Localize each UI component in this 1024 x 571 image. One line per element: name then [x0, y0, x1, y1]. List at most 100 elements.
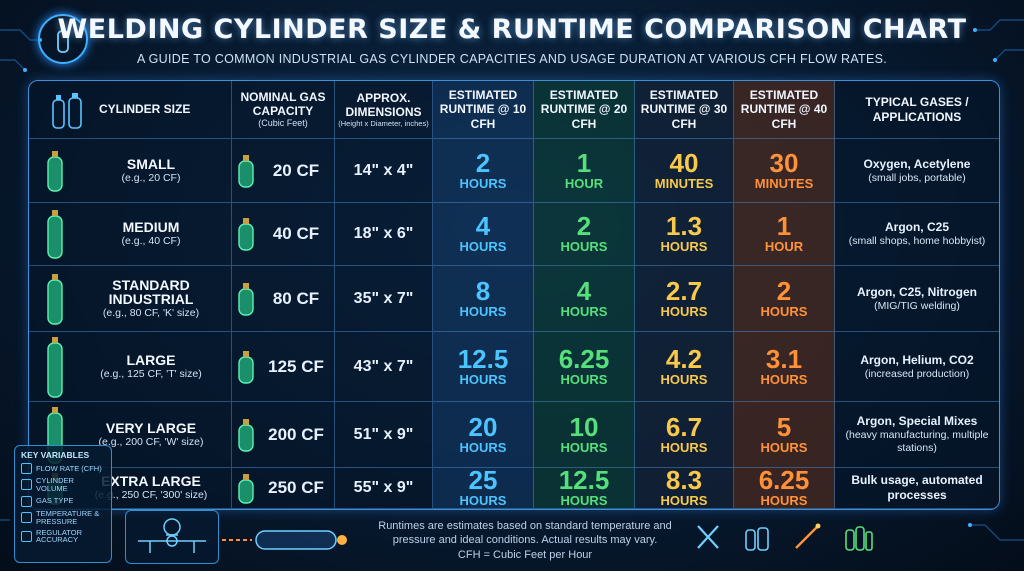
runtime-40-cell: 1 HOUR [734, 203, 835, 266]
applications-cell: Argon, Special Mixes (heavy manufacturing… [835, 402, 999, 468]
runtime-30-unit: HOURS [660, 239, 708, 255]
cylinder-size-name: LARGE [126, 351, 176, 368]
runtime-10-value: 8 [475, 275, 491, 306]
runtime-30-value: 40 [669, 147, 699, 178]
cylinder-icon [47, 210, 63, 259]
header-capacity: NOMINAL GAS CAPACITY (Cubic Feet) [232, 81, 335, 139]
table-row: EXTRA LARGE (e.g., 250 CF, '300' size) 250… [29, 465, 999, 509]
dimensions-value: 55" x 9" [353, 479, 414, 496]
capacity-cell: 40 CF [232, 203, 335, 266]
key-item: FLOW RATE (CFH) [21, 463, 105, 474]
applications-cell: Argon, C25, Nitrogen (MIG/TIG welding) [835, 266, 999, 332]
runtime-20-cell: 2 HOURS [534, 203, 635, 266]
runtime-40-value: 2 [776, 275, 792, 306]
runtime-10-cell: 2 HOURS [433, 139, 534, 203]
flow-rate-icon [21, 463, 32, 474]
runtime-20-cell: 12.5 HOURS [534, 465, 635, 509]
page-subtitle: A GUIDE TO COMMON INDUSTRIAL GAS CYLINDE… [136, 52, 888, 66]
dimensions-value: 51" x 9" [353, 425, 414, 443]
runtime-40-unit: HOURS [760, 303, 808, 319]
tools-icon [697, 525, 719, 549]
page-title: WELDING CYLINDER SIZE & RUNTIME COMPARIS… [57, 14, 967, 45]
cylinder-illustration [33, 149, 77, 193]
runtime-10-unit: HOURS [459, 239, 507, 255]
runtime-40-value: 3.1 [765, 343, 803, 374]
runtime-30-unit: MINUTES [654, 175, 714, 191]
cylinder-icon [238, 473, 254, 504]
header-dimensions-label: APPROX. DIMENSIONS [345, 90, 422, 119]
dimensions-value: 35" x 7" [353, 289, 414, 307]
dimensions-value: 43" x 7" [353, 357, 414, 375]
dimensions-value: 18" x 6" [353, 225, 414, 242]
use-text: (MIG/TIG welding) [874, 299, 960, 312]
cylinder-size-name: SMALL [126, 155, 176, 172]
footnote: Runtimes are estimates based on standard… [360, 519, 690, 562]
runtime-20-cell: 6.25 HOURS [534, 332, 635, 402]
runtime-30-value: 4.2 [665, 343, 703, 374]
key-item: TEMPERATURE & PRESSURE [21, 509, 105, 526]
header-cylinder-size: CYLINDER SIZE [29, 81, 232, 139]
header-cylinder-size-label: CYLINDER SIZE [99, 102, 191, 117]
runtime-30-value: 8.3 [665, 465, 703, 496]
header-dimensions: APPROX. DIMENSIONS (Height x Diameter, i… [335, 81, 433, 139]
key-item: REGULATOR ACCURACY [21, 528, 105, 545]
cylinder-size-example: (e.g., 20 CF) [121, 171, 181, 184]
runtime-30-value: 1.3 [665, 211, 703, 242]
runtime-10-value: 4 [475, 211, 491, 242]
runtime-30-cell: 8.3 HOURS [635, 465, 734, 509]
runtime-20-value: 1 [576, 147, 592, 178]
capacity-value: 125 CF [268, 356, 324, 376]
cylinder-size-cell: VERY LARGE (e.g., 200 CF, 'W' size) [29, 402, 232, 468]
runtime-40-value: 6.25 [758, 465, 810, 496]
header-applications: TYPICAL GASES / APPLICATIONS [835, 81, 999, 139]
table-row: STANDARD INDUSTRIAL (e.g., 80 CF, 'K' siz… [29, 266, 999, 332]
gases-text: Argon, Helium, CO2 [860, 352, 974, 367]
header-dimensions-unit: (Height x Diameter, inches) [338, 119, 429, 129]
runtime-40-cell: 6.25 HOURS [734, 465, 835, 509]
runtime-10-cell: 25 HOURS [433, 467, 534, 509]
gases-text: Argon, C25 [884, 220, 949, 235]
flow-tube-icon [222, 530, 347, 550]
runtime-20-cell: 10 HOURS [534, 402, 635, 468]
runtime-30-value: 2.7 [665, 275, 703, 306]
footnote-cfh-definition: CFH = Cubic Feet per Hour [457, 548, 593, 561]
runtime-40-value: 30 [769, 147, 799, 178]
capacity-cell: 250 CF [232, 468, 335, 509]
cylinder-size-example: (e.g., 200 CF, 'W' size) [98, 435, 204, 448]
runtime-30-cell: 6.7 HOURS [635, 402, 734, 468]
runtime-10-cell: 4 HOURS [433, 203, 534, 266]
runtime-20-unit: HOURS [560, 303, 608, 319]
dimensions-cell: 35" x 7" [335, 266, 433, 332]
runtime-30-cell: 40 MINUTES [635, 139, 734, 203]
dimensions-cell: 14" x 4" [335, 139, 433, 203]
runtime-20-value: 10 [569, 411, 599, 442]
key-variables-panel: KEY VARIABLES FLOW RATE (CFH) CYLINDER V… [14, 445, 112, 563]
runtime-20-value: 6.25 [558, 343, 610, 374]
runtime-30-cell: 1.3 HOURS [635, 203, 734, 266]
regulator-icon [138, 518, 206, 553]
runtime-40-cell: 2 HOURS [734, 266, 835, 332]
cylinder-icon [238, 418, 254, 452]
dimensions-cell: 43" x 7" [335, 332, 433, 402]
runtime-10-cell: 12.5 HOURS [433, 332, 534, 402]
gases-text: Oxygen, Acetylene [863, 156, 971, 171]
cylinder-icon [238, 154, 254, 188]
key-variables-title: KEY VARIABLES [21, 450, 90, 460]
capacity-value: 200 CF [268, 424, 324, 444]
runtime-30-cell: 2.7 HOURS [635, 266, 734, 332]
header-capacity-label: NOMINAL GAS CAPACITY [240, 89, 326, 119]
dimensions-cell: 51" x 9" [335, 402, 433, 468]
runtime-20-unit: HOURS [560, 439, 608, 455]
runtime-20-unit: HOURS [560, 239, 608, 255]
cylinder-size-example: (e.g., 80 CF, 'K' size) [102, 306, 200, 319]
runtime-10-unit: HOURS [459, 371, 507, 387]
gas-type-icon [21, 495, 32, 507]
dimensions-value: 14" x 4" [353, 161, 414, 179]
regulator-icon [21, 530, 32, 542]
runtime-30-value: 6.7 [665, 411, 703, 442]
table-row: SMALL (e.g., 20 CF) 20 CF 14" x 4" 2 HOURS 1 HO… [29, 139, 999, 203]
runtime-30-unit: HOURS [660, 439, 708, 455]
cylinder-icon [47, 336, 63, 398]
runtime-20-value: 12.5 [558, 465, 610, 496]
use-text: (small shops, home hobbyist) [848, 235, 986, 248]
